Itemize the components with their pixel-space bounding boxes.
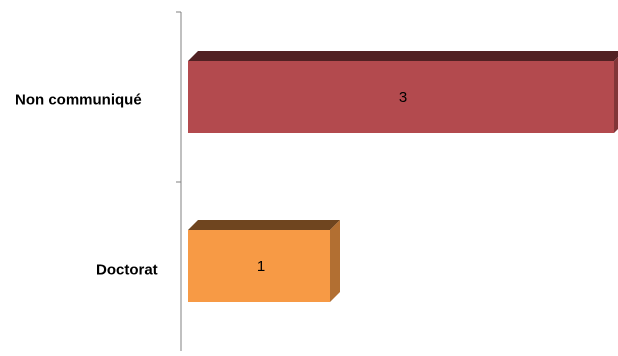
data-label-doctorat: 1 (257, 258, 265, 275)
bars-group: 31 (188, 51, 618, 302)
bar-top-non-communiqu- (188, 51, 618, 61)
data-label-non-communiqu-: 3 (399, 89, 407, 106)
category-label-non-communique: Non communiqué (15, 91, 142, 109)
bar-top-doctorat (188, 220, 340, 230)
bar-doctorat (188, 230, 330, 302)
category-label-doctorat: Doctorat (96, 261, 158, 279)
bar-side-doctorat (330, 220, 340, 302)
bar-non-communiqu- (188, 61, 614, 133)
bar-side-non-communiqu- (614, 57, 618, 133)
